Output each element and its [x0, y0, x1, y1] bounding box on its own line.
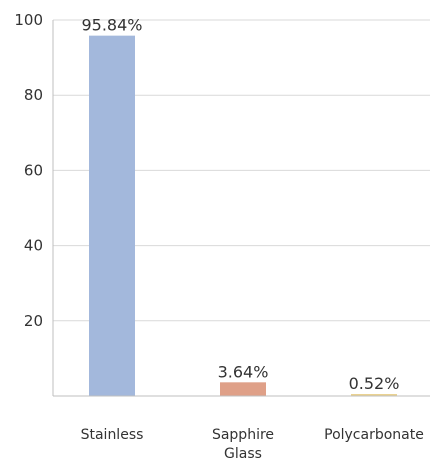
y-tick-label: 60 [24, 161, 43, 179]
category-label: Sapphire [212, 427, 274, 443]
bar-sapphire-glass [220, 382, 266, 396]
y-tick-label: 40 [24, 237, 43, 255]
labels: 20 40 60 80 100 95.84% Stainless 3.64% Sapphire G… [14, 11, 424, 462]
y-tick-label: 20 [24, 312, 43, 330]
category-label: Stainless [81, 427, 144, 443]
data-label: 0.52% [349, 374, 400, 393]
data-label: 3.64% [218, 362, 269, 381]
data-label: 95.84% [81, 16, 142, 35]
axes [52, 20, 430, 397]
y-tick-label: 80 [24, 86, 43, 104]
bar-stainless [89, 35, 135, 396]
bar-polycarbonate [351, 394, 397, 396]
category-label: Polycarbonate [324, 427, 424, 443]
category-label: Glass [224, 446, 262, 462]
y-tick-label: 100 [14, 11, 43, 29]
bars [89, 35, 397, 396]
